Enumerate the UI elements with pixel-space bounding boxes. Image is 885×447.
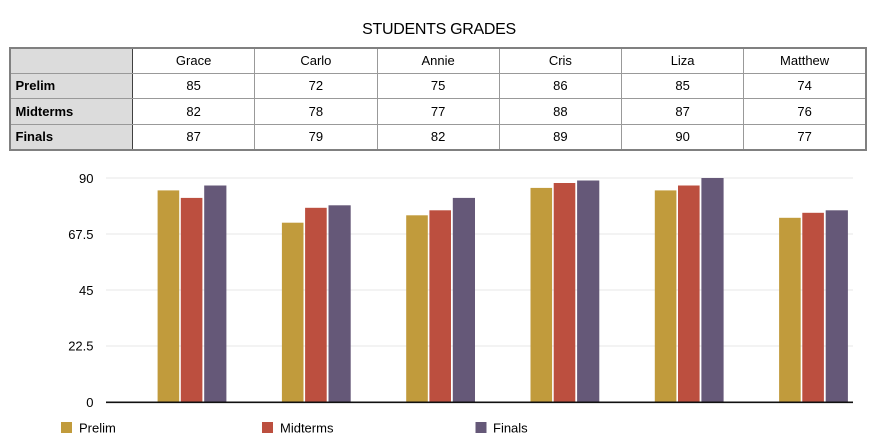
svg-text:0: 0 — [86, 395, 93, 410]
svg-text:Midterms: Midterms — [280, 421, 334, 436]
svg-text:22.5: 22.5 — [68, 338, 93, 353]
svg-text:90: 90 — [79, 171, 93, 186]
svg-text:Finals: Finals — [493, 421, 528, 436]
svg-text:45: 45 — [79, 283, 93, 298]
svg-text:Prelim: Prelim — [79, 421, 116, 436]
svg-text:67.5: 67.5 — [68, 227, 93, 242]
